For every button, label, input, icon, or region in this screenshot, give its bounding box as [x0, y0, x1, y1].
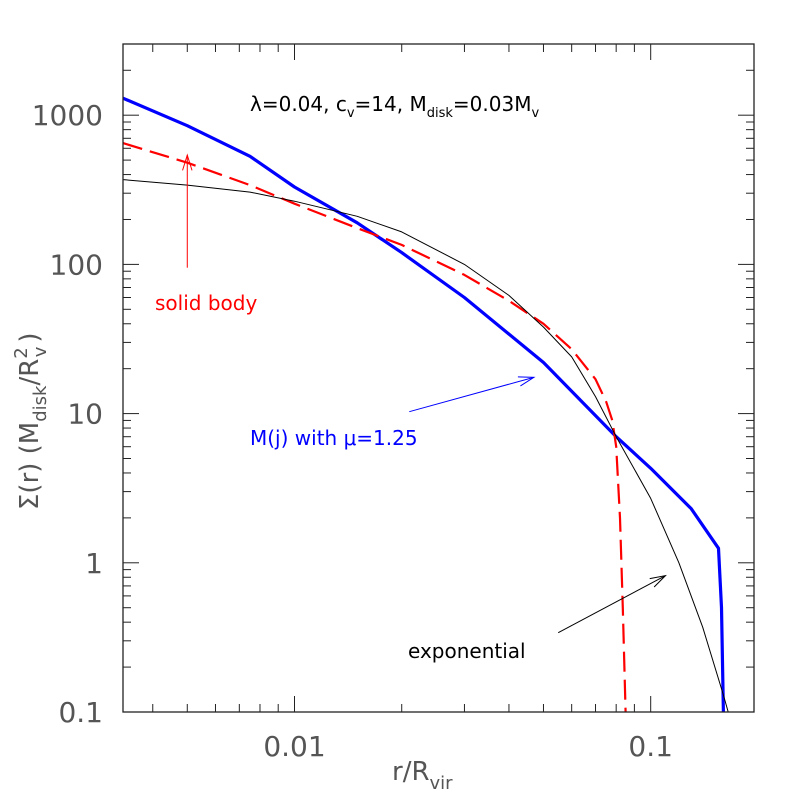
- y-tick-label: 1: [85, 547, 103, 580]
- annotations: [182, 153, 667, 634]
- y-axis-title-mid: /R: [15, 359, 45, 386]
- x-axis-title-main: r/R: [392, 757, 430, 787]
- y-tick-label: 0.1: [58, 696, 103, 729]
- title-sub-1: v: [347, 106, 355, 121]
- title-part-3: =0.03M: [453, 92, 532, 116]
- y-axis-title-sup: 2: [11, 347, 32, 358]
- y-axis-title-sub2: v: [30, 346, 51, 357]
- y-tick-label: 10: [67, 398, 103, 431]
- x-tick-label: 0.01: [263, 730, 325, 763]
- y-tick-label: 1000: [32, 99, 103, 132]
- y-axis-title-end: ): [15, 332, 45, 342]
- series-line-1: [122, 142, 627, 713]
- annotation-arrowhead: [517, 376, 536, 387]
- annot-mj-label: M(j) with μ=1.25: [250, 426, 418, 450]
- series-lines: [122, 96, 729, 713]
- title-sub-3: v: [531, 106, 539, 121]
- chart-title: λ=0.04, cv=14, Mdisk=0.03Mv: [250, 92, 539, 121]
- ticks: [123, 43, 754, 713]
- title-part-1: λ=0.04, c: [250, 92, 347, 116]
- annotation-arrow: [557, 575, 666, 634]
- annotation-arrow: [409, 376, 535, 413]
- annot-solid-body-label: solid body: [155, 291, 257, 315]
- x-axis-title: r/Rvir: [392, 757, 453, 794]
- tick-labels: 0.1 1 10 100 1000 0.01 0.1: [32, 99, 673, 763]
- y-axis-title: Σ(r) (Mdisk/R2v): [11, 332, 51, 510]
- series-line-0: [122, 96, 725, 713]
- annotation-arrowhead: [649, 574, 667, 588]
- x-tick-label: 0.1: [628, 730, 673, 763]
- y-axis-title-sub1: disk: [30, 385, 51, 422]
- annotation-arrowhead: [182, 153, 193, 171]
- title-sub-2: disk: [427, 106, 454, 121]
- y-tick-label: 100: [50, 248, 103, 281]
- y-axis-title-main: Σ(r) (M: [15, 422, 45, 510]
- annot-exponential-label: exponential: [408, 639, 526, 663]
- series-line-2: [122, 179, 729, 713]
- title-part-2: =14, M: [355, 92, 427, 116]
- plot-frame: [122, 43, 755, 713]
- x-axis-title-sub: vir: [430, 773, 454, 794]
